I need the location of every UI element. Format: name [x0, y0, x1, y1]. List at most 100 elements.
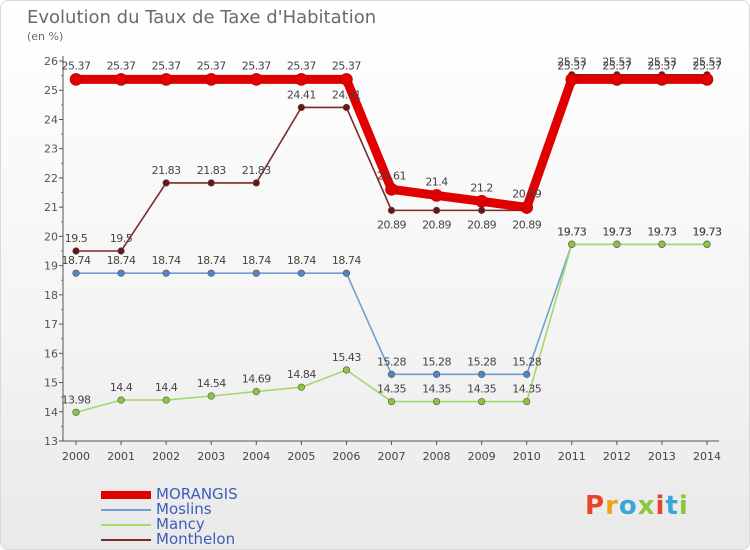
proxiti-logo: Proxiti [585, 491, 689, 521]
data-point-mancy [432, 397, 441, 406]
data-point-monthelon [72, 247, 80, 255]
data-label-morangis: 21.61 [377, 169, 406, 182]
data-label-moslins: 15.28 [377, 355, 406, 368]
data-point-moslins [478, 370, 486, 378]
data-label-monthelon: 21.83 [197, 164, 226, 177]
legend-label-monthelon: Monthelon [156, 530, 236, 548]
data-point-moslins [297, 269, 305, 277]
x-tick-label: 2005 [287, 450, 315, 463]
data-label-moslins: 19.73 [557, 225, 586, 238]
legend-swatch-monthelon [101, 539, 151, 541]
data-point-morangis [700, 73, 714, 86]
data-label-mancy: 19.73 [693, 225, 722, 238]
legend-label-morangis: MORANGIS [156, 485, 238, 503]
x-tick-label: 2001 [107, 450, 135, 463]
data-point-monthelon [162, 179, 170, 187]
data-point-morangis [475, 195, 488, 208]
data-label-mancy: 14.35 [467, 383, 496, 396]
legend-swatch-mancy [101, 524, 151, 526]
data-point-monthelon [207, 179, 215, 187]
x-tick-label: 2009 [468, 450, 496, 463]
data-label-morangis: 20.99 [512, 187, 541, 200]
data-point-mancy [568, 240, 576, 248]
data-label-moslins: 18.74 [152, 254, 181, 267]
data-point-morangis [204, 73, 218, 86]
data-point-monthelon [387, 206, 396, 214]
data-point-monthelon [342, 103, 351, 112]
y-tick-label: 24 [44, 113, 58, 126]
data-label-moslins: 18.74 [107, 254, 136, 267]
y-tick-label: 22 [44, 172, 58, 185]
data-label-mancy: 13.98 [62, 393, 91, 406]
data-label-moslins: 15.28 [422, 355, 451, 368]
data-label-mancy: 14.35 [377, 383, 406, 396]
x-tick-label: 2000 [62, 450, 90, 463]
y-tick-label: 25 [44, 84, 58, 97]
data-label-moslins: 19.73 [602, 225, 631, 238]
data-label-morangis: 25.37 [332, 59, 361, 72]
logo-letter: t [665, 491, 679, 521]
data-label-monthelon: 24.41 [332, 88, 361, 101]
data-point-mancy [297, 383, 305, 391]
data-label-morangis: 25.37 [602, 59, 631, 72]
data-point-mancy [523, 397, 531, 406]
data-label-mancy: 19.73 [647, 225, 676, 238]
data-point-morangis [520, 201, 534, 214]
data-point-morangis [249, 73, 263, 86]
data-point-mancy [478, 397, 486, 406]
legend-swatch-morangis [101, 491, 151, 499]
data-label-monthelon: 20.89 [467, 218, 496, 231]
logo-letter: i [678, 491, 689, 521]
y-tick-label: 16 [44, 347, 58, 360]
data-label-morangis: 25.37 [107, 59, 136, 72]
data-label-monthelon: 20.89 [512, 218, 541, 231]
data-label-morangis: 25.37 [557, 59, 586, 72]
data-label-moslins: 18.74 [287, 254, 316, 267]
data-label-monthelon: 20.89 [422, 218, 451, 231]
data-point-monthelon [478, 206, 486, 214]
data-label-monthelon: 25.53 [693, 56, 722, 69]
data-label-monthelon: 25.53 [557, 56, 586, 69]
data-label-monthelon: 24.41 [287, 88, 316, 101]
data-point-mancy [252, 388, 260, 396]
data-label-mancy: 19.73 [602, 225, 631, 238]
data-point-moslins [252, 269, 260, 277]
data-point-morangis [69, 73, 83, 86]
logo-letter: x [637, 491, 656, 521]
data-point-mancy [72, 408, 80, 416]
data-label-moslins: 19.73 [647, 225, 676, 238]
data-point-morangis [385, 183, 398, 196]
y-tick-label: 19 [44, 260, 58, 273]
data-label-moslins: 15.28 [512, 355, 541, 368]
data-point-morangis [610, 73, 624, 86]
data-point-moslins [117, 269, 125, 277]
y-tick-label: 17 [44, 318, 58, 331]
data-label-mancy: 14.69 [242, 373, 271, 386]
x-tick-label: 2004 [242, 450, 270, 463]
data-point-mancy [207, 392, 215, 400]
data-point-moslins [342, 269, 351, 277]
x-tick-label: 2008 [423, 450, 451, 463]
legend-label-mancy: Mancy [156, 515, 205, 533]
data-point-moslins [207, 269, 215, 277]
data-point-moslins [523, 370, 531, 378]
y-tick-label: 21 [44, 201, 58, 214]
y-tick-label: 18 [44, 289, 58, 302]
y-tick-label: 13 [44, 435, 58, 448]
data-point-mancy [387, 397, 396, 406]
data-point-morangis [159, 73, 173, 86]
data-point-monthelon [297, 103, 305, 112]
y-tick-label: 15 [44, 377, 58, 390]
data-label-moslins: 15.28 [467, 355, 496, 368]
data-label-moslins: 18.74 [62, 254, 91, 267]
data-label-monthelon: 20.89 [377, 218, 406, 231]
data-label-mancy: 19.73 [557, 225, 586, 238]
y-tick-label: 14 [44, 406, 58, 419]
data-label-mancy: 14.4 [110, 381, 133, 394]
data-point-moslins [387, 370, 396, 378]
data-point-moslins [72, 269, 80, 277]
data-label-monthelon: 21.83 [152, 164, 181, 177]
data-label-moslins: 18.74 [197, 254, 226, 267]
